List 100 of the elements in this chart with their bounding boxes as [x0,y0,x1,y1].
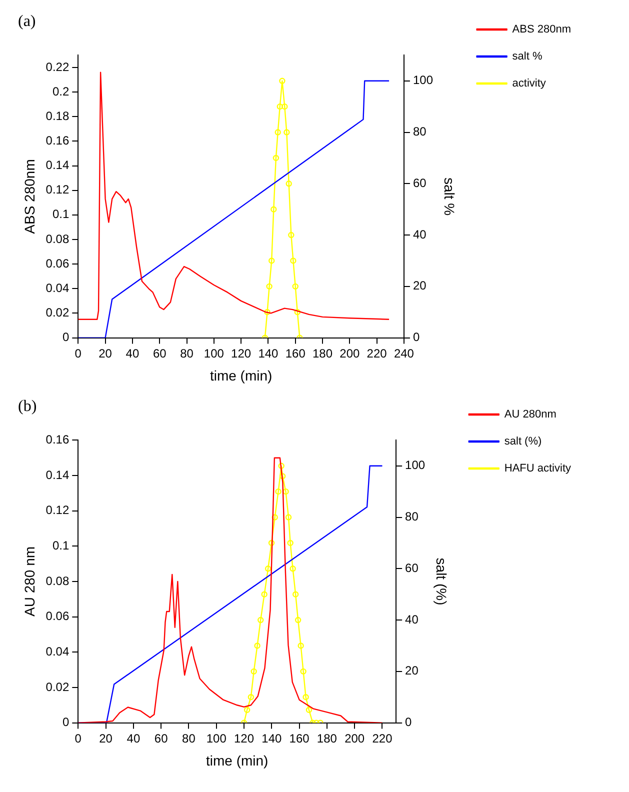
x-tick-label: 60 [152,346,167,360]
point [272,154,280,162]
point [268,540,275,546]
point [290,258,296,264]
point [264,566,272,572]
point [282,103,288,110]
y2-tick-label: 80 [405,510,419,524]
y2-tick-label: 0 [405,715,412,730]
point [284,129,290,136]
point [292,591,299,598]
y2-axis-title: salt % [442,177,458,216]
y-tick-label: 0.06 [46,609,70,624]
point [288,232,294,238]
x-tick-label: 120 [234,731,254,746]
x-tick-label: 140 [258,346,279,360]
point [274,129,281,136]
point [264,309,270,316]
y-tick-label: 0.12 [46,503,70,518]
y-tick-label: 0 [62,330,70,344]
point [266,283,272,290]
x-tick-label: 100 [204,346,224,360]
point [268,258,275,264]
y2-axis-title: salt (%) [434,558,450,606]
x-tick-label: 60 [154,731,168,746]
y2-tick-label: 60 [405,560,419,575]
point [286,180,292,187]
x-tick-label: 100 [206,731,227,746]
chart-title: (a) [18,12,36,30]
y-tick-label: 0.14 [46,158,70,172]
point [298,642,304,649]
x-axis-title: time (min) [206,752,268,768]
x-tick-label: 180 [312,346,333,360]
y-tick-label: 0.18 [46,108,70,123]
x-tick-label: 220 [366,346,388,360]
y-tick-label: 0.1 [52,207,70,222]
chart-title: (b) [18,398,37,415]
y-tick-label: 0.02 [46,306,70,320]
point [270,206,277,212]
point [254,642,260,649]
y-axis-title: AU 280 nm [21,546,38,617]
y2-tick-label: 100 [405,458,426,472]
x-tick-label: 40 [126,731,140,746]
legend-label: salt % [512,50,542,63]
point [300,668,306,675]
point [278,462,284,469]
y2-tick-label: 40 [405,612,419,626]
point [292,283,298,290]
x-tick-label: 160 [289,731,310,746]
x-tick-label: 40 [126,346,140,360]
point [282,488,289,495]
y-tick-label: 0.1 [52,538,70,552]
x-tick-label: 220 [372,731,393,746]
y-tick-label: 0.04 [46,280,70,295]
x-tick-label: 80 [182,731,196,746]
point [279,78,286,84]
point [290,566,296,572]
x-tick-label: 140 [262,731,282,746]
x-tick-label: 20 [99,731,113,746]
point [306,706,312,714]
y-tick-label: 0.22 [46,60,70,74]
point [287,540,294,546]
point [294,309,301,316]
point [272,514,278,520]
point [248,694,254,700]
x-tick-label: 120 [231,346,252,360]
point [276,103,283,110]
y2-tick-label: 60 [412,176,427,190]
y-tick-label: 0.2 [52,84,70,98]
y-tick-label: 0.04 [46,644,70,658]
y2-tick-label: 0 [412,330,420,344]
y-tick-label: 0.16 [46,134,70,148]
x-tick-label: 80 [180,346,194,360]
point [279,473,286,480]
point [285,514,292,520]
y-tick-label: 0 [62,715,70,730]
legend-label: activity [512,78,546,90]
point [294,616,302,624]
point [244,706,250,714]
x-tick-label: 0 [74,346,82,360]
y2-tick-label: 100 [412,73,434,88]
point [275,488,282,495]
y-axis-title: ABS 280nm [21,159,38,234]
point [261,591,268,598]
x-tick-label: 200 [340,346,360,360]
point [302,694,309,700]
x-axis-title: time (min) [210,367,272,384]
x-tick-label: 0 [74,731,82,746]
y-tick-label: 0.08 [46,232,70,246]
y-tick-label: 0.12 [46,182,70,197]
y-tick-label: 0.08 [46,574,70,588]
x-tick-label: 240 [394,346,414,360]
x-tick-label: 20 [98,346,112,360]
y-tick-label: 0.14 [46,468,70,482]
y2-tick-label: 20 [405,664,419,678]
legend-label: salt (%) [504,436,542,448]
y-tick-label: 0.02 [46,680,70,694]
y-tick-label: 0.06 [46,256,70,270]
point [250,668,257,675]
x-tick-label: 160 [285,346,306,360]
x-tick-label: 180 [316,731,338,746]
